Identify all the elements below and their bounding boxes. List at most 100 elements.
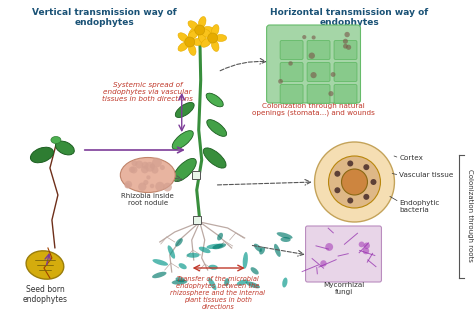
Ellipse shape <box>188 44 196 55</box>
Ellipse shape <box>188 30 199 39</box>
Circle shape <box>142 162 149 169</box>
Circle shape <box>347 160 353 166</box>
Ellipse shape <box>191 38 204 45</box>
Ellipse shape <box>274 244 281 257</box>
Circle shape <box>310 72 317 78</box>
Text: Horizontal transmission way of
endophytes: Horizontal transmission way of endophyte… <box>270 8 428 27</box>
FancyBboxPatch shape <box>280 62 303 82</box>
Ellipse shape <box>173 158 196 181</box>
Ellipse shape <box>215 35 227 42</box>
Circle shape <box>146 175 151 180</box>
Ellipse shape <box>55 141 74 155</box>
Text: Systemic spread of
endophytes via vascular
tissues in both directions: Systemic spread of endophytes via vascul… <box>102 82 193 102</box>
Circle shape <box>208 33 218 43</box>
Circle shape <box>125 183 130 188</box>
FancyBboxPatch shape <box>334 41 357 60</box>
Text: Vascular tissue: Vascular tissue <box>400 172 454 178</box>
Ellipse shape <box>246 281 260 288</box>
Circle shape <box>341 169 367 195</box>
Ellipse shape <box>277 232 292 239</box>
Circle shape <box>163 183 172 192</box>
Text: Transfer of the microbial
endophytes between the
rhizosphere and the internal
pl: Transfer of the microbial endophytes bet… <box>170 276 265 310</box>
Text: Seed born
endophytes: Seed born endophytes <box>22 285 67 304</box>
Ellipse shape <box>243 252 248 269</box>
Circle shape <box>141 166 149 174</box>
Ellipse shape <box>251 267 259 275</box>
Ellipse shape <box>199 17 206 28</box>
Circle shape <box>320 260 327 267</box>
Ellipse shape <box>217 233 223 240</box>
Ellipse shape <box>282 278 288 288</box>
Text: Mycorrhizal
fungi: Mycorrhizal fungi <box>323 282 364 295</box>
FancyBboxPatch shape <box>307 84 330 104</box>
Ellipse shape <box>208 278 217 290</box>
Circle shape <box>331 72 336 77</box>
Ellipse shape <box>211 25 219 36</box>
Ellipse shape <box>175 102 194 117</box>
Ellipse shape <box>187 253 200 258</box>
FancyBboxPatch shape <box>307 41 330 60</box>
Ellipse shape <box>175 277 185 282</box>
Ellipse shape <box>153 259 168 266</box>
Ellipse shape <box>178 33 189 42</box>
FancyBboxPatch shape <box>307 62 330 82</box>
Circle shape <box>125 181 132 188</box>
Circle shape <box>155 182 164 191</box>
Circle shape <box>278 79 283 84</box>
Circle shape <box>364 243 370 249</box>
Circle shape <box>195 25 205 35</box>
FancyBboxPatch shape <box>191 171 200 179</box>
FancyBboxPatch shape <box>334 84 357 104</box>
Circle shape <box>160 165 165 170</box>
Ellipse shape <box>175 238 183 247</box>
Ellipse shape <box>152 272 166 278</box>
Ellipse shape <box>202 26 214 33</box>
Ellipse shape <box>172 279 187 285</box>
Ellipse shape <box>201 29 211 38</box>
Circle shape <box>347 198 353 203</box>
Circle shape <box>325 243 333 251</box>
FancyBboxPatch shape <box>280 41 303 60</box>
Ellipse shape <box>178 42 189 51</box>
Ellipse shape <box>254 243 262 252</box>
FancyBboxPatch shape <box>266 25 361 103</box>
Circle shape <box>334 187 340 193</box>
Ellipse shape <box>51 136 61 144</box>
Circle shape <box>138 182 146 191</box>
Ellipse shape <box>211 40 219 51</box>
Ellipse shape <box>259 247 265 255</box>
Circle shape <box>150 164 155 169</box>
Ellipse shape <box>172 131 193 149</box>
FancyBboxPatch shape <box>193 216 201 224</box>
Ellipse shape <box>199 32 206 43</box>
Circle shape <box>288 61 293 66</box>
Ellipse shape <box>30 147 54 163</box>
Circle shape <box>345 32 350 37</box>
Circle shape <box>309 53 315 59</box>
Ellipse shape <box>199 247 210 253</box>
Circle shape <box>152 158 162 168</box>
Ellipse shape <box>237 279 248 286</box>
Circle shape <box>129 167 135 173</box>
Circle shape <box>328 156 381 208</box>
Circle shape <box>334 171 340 177</box>
Ellipse shape <box>206 93 223 107</box>
FancyBboxPatch shape <box>306 226 382 282</box>
Ellipse shape <box>120 158 175 192</box>
Circle shape <box>143 180 148 185</box>
Text: Cortex: Cortex <box>400 155 423 161</box>
Ellipse shape <box>168 245 175 259</box>
Circle shape <box>145 162 155 172</box>
Circle shape <box>343 44 348 49</box>
Ellipse shape <box>203 148 226 168</box>
Circle shape <box>364 164 369 170</box>
Circle shape <box>302 35 306 39</box>
Ellipse shape <box>207 120 227 136</box>
Ellipse shape <box>179 263 187 269</box>
Ellipse shape <box>26 251 64 279</box>
Circle shape <box>135 160 143 169</box>
Ellipse shape <box>209 265 218 270</box>
Circle shape <box>311 35 316 39</box>
Text: Colonization through natural
openings (stomata...) and wounds: Colonization through natural openings (s… <box>252 103 375 117</box>
Ellipse shape <box>224 278 229 286</box>
